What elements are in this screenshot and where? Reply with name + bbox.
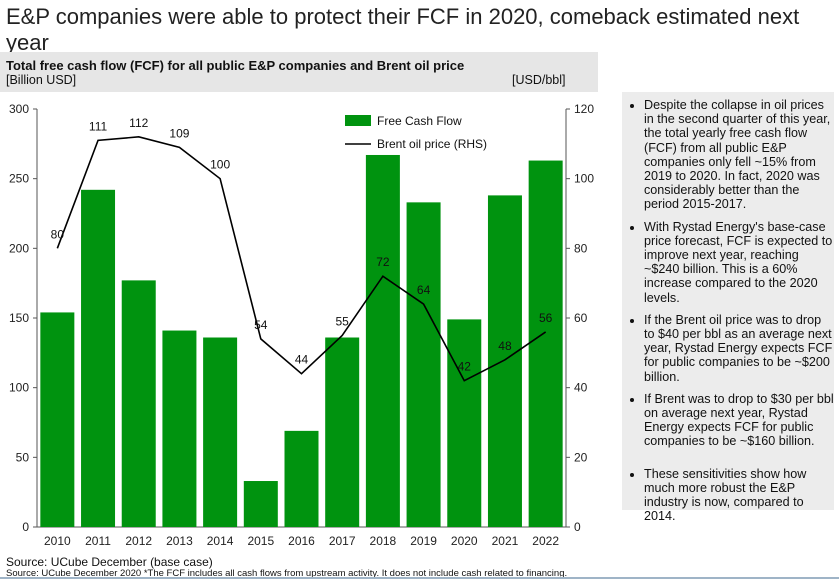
x-tick-label: 2012 [125, 534, 152, 548]
x-tick-label: 2018 [370, 534, 397, 548]
brent-data-label: 44 [295, 353, 309, 367]
brent-data-label: 64 [417, 283, 431, 297]
fcf-bar [325, 337, 360, 527]
chart-title: Total free cash flow (FCF) for all publi… [6, 58, 465, 73]
fcf-bar [447, 319, 482, 527]
left-tick-label: 250 [9, 172, 29, 186]
x-tick-label: 2013 [166, 534, 193, 548]
legend-brent-label: Brent oil price (RHS) [377, 137, 487, 151]
slide-title: E&P companies were able to protect their… [6, 4, 800, 55]
right-tick-label: 120 [574, 102, 594, 116]
brent-data-label: 42 [458, 360, 472, 374]
bottom-divider [0, 577, 839, 579]
x-tick-label: 2014 [207, 534, 234, 548]
left-tick-label: 150 [9, 311, 29, 325]
fcf-bar [81, 189, 116, 527]
fcf-bar [284, 430, 319, 527]
brent-data-label: 80 [51, 227, 65, 241]
commentary-panel: Despite the collapse in oil prices in th… [622, 92, 834, 523]
note-item: With Rystad Energy's base-case price for… [644, 220, 834, 305]
note-item: Despite the collapse in oil prices in th… [644, 98, 834, 212]
brent-data-label: 56 [539, 311, 553, 325]
left-axis-unit: [Billion USD] [6, 73, 77, 87]
x-tick-label: 2019 [410, 534, 437, 548]
fcf-bar [365, 154, 400, 528]
x-tick-label: 2020 [451, 534, 478, 548]
x-tick-label: 2011 [85, 534, 111, 548]
x-tick-label: 2017 [329, 534, 356, 548]
x-tick-label: 2021 [492, 534, 519, 548]
fcf-bar [121, 280, 156, 527]
fcf-bar [406, 202, 441, 527]
right-tick-label: 80 [574, 241, 588, 255]
chart-header-band [0, 52, 598, 92]
x-tick-label: 2015 [247, 534, 274, 548]
fcf-bar [203, 337, 238, 527]
right-tick-label: 0 [574, 520, 581, 534]
brent-data-label: 100 [210, 158, 230, 172]
legend-bar-swatch [345, 115, 371, 126]
left-tick-label: 200 [9, 241, 29, 255]
x-tick-label: 2010 [44, 534, 71, 548]
source-main: Source: UCube December (base case) [6, 555, 213, 569]
x-tick-label: 2022 [532, 534, 559, 548]
x-tick-label: 2016 [288, 534, 315, 548]
right-tick-label: 40 [574, 381, 588, 395]
right-axis-unit: [USD/bbl] [512, 73, 566, 87]
brent-data-label: 72 [376, 255, 390, 269]
legend-fcf-label: Free Cash Flow [377, 114, 462, 128]
left-tick-label: 300 [9, 102, 29, 116]
brent-data-label: 111 [89, 119, 108, 133]
source-note: Source: UCube December 2020 *The FCF inc… [6, 568, 568, 579]
left-tick-label: 50 [16, 450, 30, 464]
fcf-bar [487, 195, 522, 527]
brent-data-label: 112 [129, 116, 148, 130]
left-tick-label: 0 [22, 520, 29, 534]
brent-data-label: 109 [169, 126, 189, 140]
fcf-bar [40, 312, 75, 527]
left-tick-label: 100 [9, 381, 29, 395]
brent-data-label: 55 [336, 314, 350, 328]
right-tick-label: 60 [574, 311, 588, 325]
fcf-bar [243, 481, 278, 527]
right-tick-label: 100 [574, 172, 594, 186]
fcf-bar [528, 160, 563, 527]
brent-data-label: 54 [254, 318, 268, 332]
note-item: If Brent was to drop to $30 per bbl on a… [644, 392, 834, 449]
fcf-bar [162, 330, 197, 527]
brent-price-line [56, 136, 547, 382]
right-tick-label: 20 [574, 450, 588, 464]
note-item: If the Brent oil price was to drop to $4… [644, 313, 834, 384]
fcf-brent-chart: 0 50 100 150 200 250 300 0 20 40 60 80 100 120 2010 201… [9, 102, 594, 548]
brent-data-label: 48 [498, 339, 512, 353]
note-item: These sensitivities show how much more r… [644, 467, 834, 524]
